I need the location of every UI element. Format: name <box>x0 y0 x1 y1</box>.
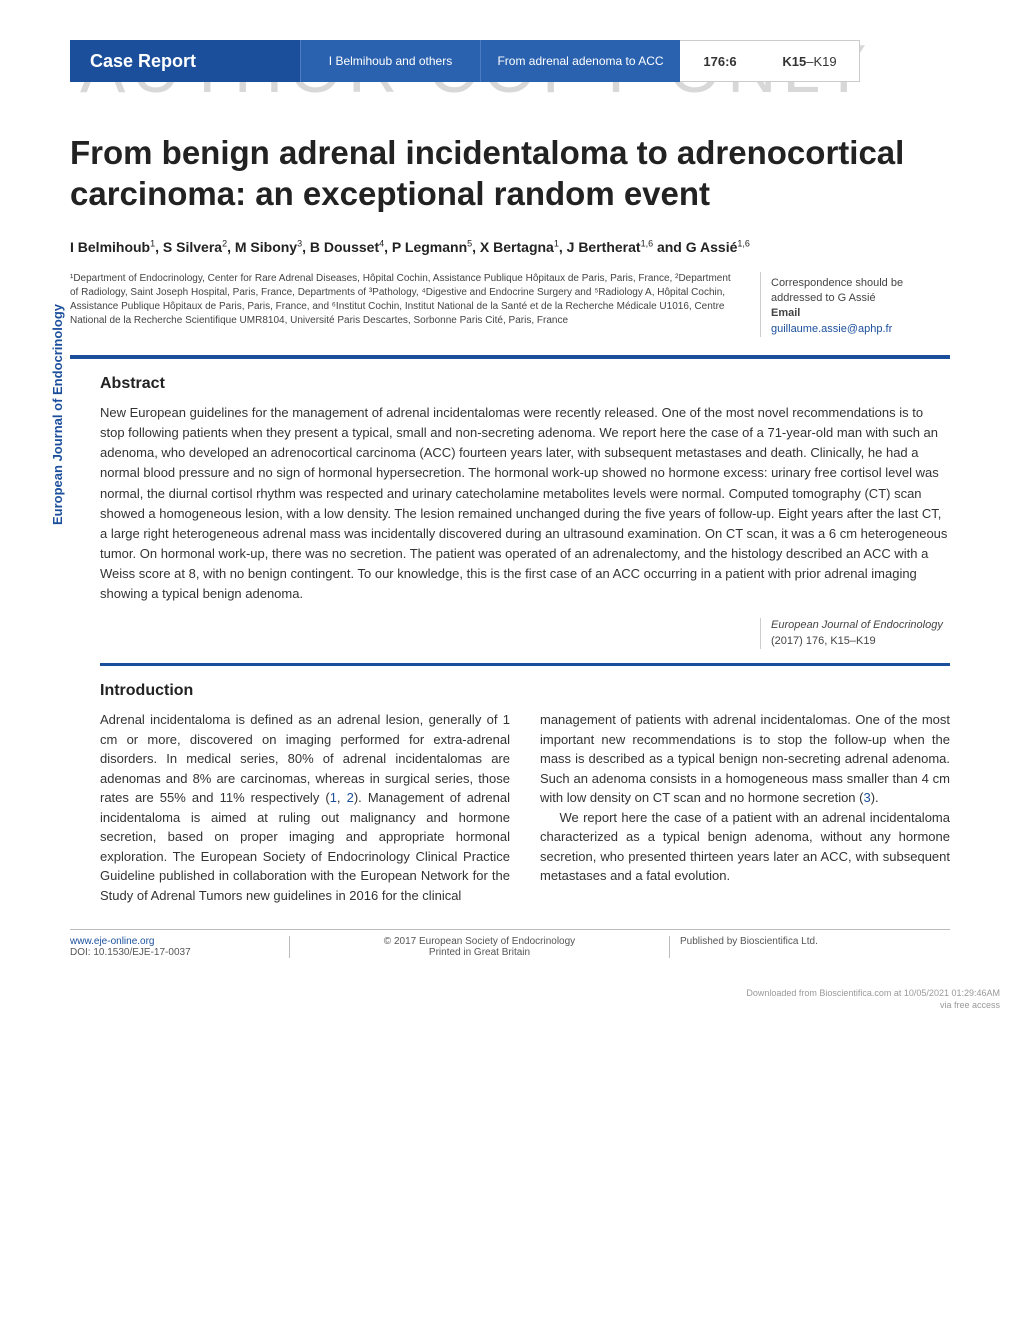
citation-details: (2017) 176, K15–K19 <box>771 634 950 649</box>
article-title: From benign adrenal incidentaloma to adr… <box>70 132 950 215</box>
correspondence-box: Correspondence should be addressed to G … <box>760 272 950 338</box>
footer-url-link[interactable]: www.eje-online.org <box>70 936 155 947</box>
affiliations: ¹Department of Endocrinology, Center for… <box>70 272 740 328</box>
divider-rule-2 <box>100 663 950 666</box>
page-footer: www.eje-online.org DOI: 10.1530/EJE-17-0… <box>70 929 950 958</box>
header-running-title: From adrenal adenoma to ACC <box>480 40 680 82</box>
author-list: I Belmihoub1, S Silvera2, M Sibony3, B D… <box>70 237 950 258</box>
introduction-heading: Introduction <box>100 682 950 700</box>
header-pages: K15–K19 <box>760 40 860 82</box>
citation-box: European Journal of Endocrinology (2017)… <box>760 618 950 649</box>
footer-publisher: Published by Bioscientifica Ltd. <box>680 936 818 947</box>
email-label: Email <box>771 306 950 321</box>
divider-rule <box>70 355 950 359</box>
header-bar: Case Report I Belmihoub and others From … <box>70 40 950 82</box>
correspondence-text: Correspondence should be addressed to G … <box>771 276 950 307</box>
case-report-label: Case Report <box>70 40 300 82</box>
abstract-text: New European guidelines for the manageme… <box>100 403 950 604</box>
download-note: Downloaded from Bioscientifica.com at 10… <box>0 988 1000 1011</box>
footer-copyright: © 2017 European Society of Endocrinology <box>384 936 575 947</box>
intro-column-right: management of patients with adrenal inci… <box>540 710 950 905</box>
citation-journal: European Journal of Endocrinology <box>771 618 950 633</box>
intro-column-left: Adrenal incidentaloma is defined as an a… <box>100 710 510 905</box>
footer-printed: Printed in Great Britain <box>429 947 530 958</box>
header-volume: 176:6 <box>680 40 760 82</box>
header-authors-short: I Belmihoub and others <box>300 40 480 82</box>
correspondence-email-link[interactable]: guillaume.assie@aphp.fr <box>771 323 892 335</box>
abstract-heading: Abstract <box>100 375 950 393</box>
footer-doi: DOI: 10.1530/EJE-17-0037 <box>70 947 191 958</box>
journal-sidelabel: European Journal of Endocrinology <box>50 304 65 525</box>
